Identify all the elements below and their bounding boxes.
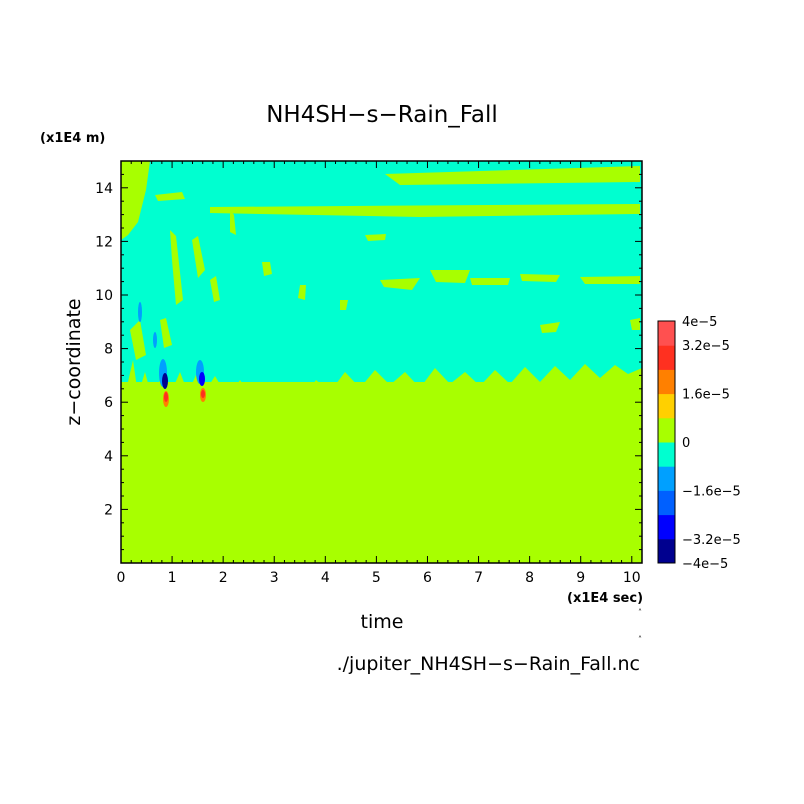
blue-streak-mid: [153, 332, 157, 348]
x-tick-label: 5: [372, 570, 381, 586]
scattered-streaks: [130, 192, 640, 360]
colorbar-label: 1.6e−5: [682, 388, 730, 403]
band-z14: [385, 166, 640, 185]
spike-t09: [159, 359, 169, 407]
band-top-left: [121, 161, 150, 240]
blue-streak-upper-left: [138, 302, 142, 322]
x-axis-title: time: [361, 611, 404, 633]
x-axis-ticks: 0 1 2 3 4 5 6 7 8 9 10: [117, 161, 643, 586]
colorbar-segment: [658, 369, 675, 395]
chart-title: NH4SH−s−Rain_Fall: [266, 102, 498, 128]
colorbar: [657, 320, 676, 564]
spike-t16: [196, 360, 206, 402]
region-boundary: [121, 360, 642, 560]
y-tick-label: 8: [104, 342, 113, 358]
colorbar-segment: [658, 514, 675, 540]
colorbar-segment: [658, 490, 675, 516]
colorbar-label: −4e−5: [682, 557, 728, 572]
colorbar-label: −1.6e−5: [682, 484, 741, 499]
colorbar-labels: 4e−5 3.2e−5 1.6e−5 0 −1.6e−5 −3.2e−5 −4e−5: [682, 315, 741, 572]
x-tick-label: 3: [270, 570, 279, 586]
y-axis-title: z−coordinate: [63, 298, 85, 425]
colorbar-label: 0: [682, 436, 690, 451]
band-z13: [210, 204, 640, 217]
colorbar-segment: [658, 417, 675, 443]
y-tick-label: 14: [95, 181, 113, 197]
y-tick-label: 12: [95, 234, 113, 250]
y-tick-label: 4: [104, 449, 113, 465]
colorbar-segment: [658, 393, 675, 419]
spike-t16-red: [201, 390, 205, 398]
colorbar-label: 4e−5: [682, 315, 717, 330]
x-tick-label: 0: [117, 570, 126, 586]
x-unit-label: (x1E4 sec): [567, 591, 643, 606]
source-filename: ./jupiter_NH4SH−s−Rain_Fall.nc: [337, 653, 640, 675]
colorbar-segment: [658, 466, 675, 491]
x-tick-label: 4: [321, 570, 330, 586]
y-tick-label: 2: [104, 502, 113, 518]
x-tick-label: 7: [474, 570, 483, 586]
spike-t09-red: [164, 392, 168, 402]
colorbar-segment: [658, 321, 675, 346]
x-tick-label: 9: [576, 570, 585, 586]
colorbar-segment: [658, 442, 675, 467]
colorbar-label: 3.2e−5: [682, 339, 730, 354]
y-tick-label: 6: [104, 395, 113, 411]
x-tick-label: 2: [219, 570, 228, 586]
x-tick-label: 8: [525, 570, 534, 586]
colorbar-frame: [657, 320, 676, 564]
x-tick-label: 6: [423, 570, 432, 586]
spike-t09-dark-blue: [162, 373, 168, 389]
x-axis-marker-2: ˄: [638, 635, 642, 644]
colorbar-segment: [658, 345, 675, 370]
colorbar-label: −3.2e−5: [682, 533, 741, 548]
x-tick-label: 1: [168, 570, 177, 586]
y-unit-label: (x1E4 m): [40, 131, 105, 146]
plot-area: [120, 160, 643, 564]
y-tick-label: 10: [95, 288, 113, 304]
x-axis-marker-1: ˄: [638, 608, 642, 617]
y-axis-ticks: 2 4 6 8 10 12 14: [95, 173, 642, 551]
spike-t16-dark-blue: [199, 372, 205, 386]
x-tick-label: 10: [623, 570, 641, 586]
colorbar-segment: [658, 538, 675, 564]
